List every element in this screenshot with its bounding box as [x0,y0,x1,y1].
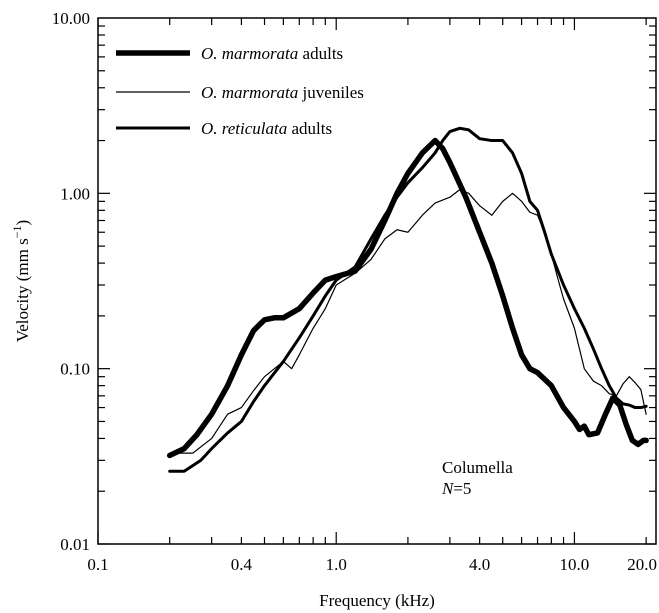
plot-frame [97,17,657,545]
tick-marks [97,18,656,545]
annotation-line-2: N=5 [441,479,471,498]
series-lines [166,126,649,473]
legend-label-series-2: O. reticulata adults [201,119,332,138]
tick-labels: 0.1 0.4 1.0 4.0 10.0 20.0 0.01 0.10 1.00 10.00 [52,9,657,574]
y-tick-label: 1.00 [60,184,90,203]
y-axis-title: Velocity (mm s−1) [10,220,32,342]
legend: O. marmorata adults O. marmorata juvenil… [116,44,364,138]
x-tick-label: 4.0 [469,555,490,574]
legend-label-series-1: O. marmorata juveniles [201,83,364,102]
x-tick-label: 20.0 [627,555,657,574]
annotation-line-1: Columella [442,458,513,477]
x-tick-label: 10.0 [560,555,590,574]
x-axis-title: Frequency (kHz) [319,591,435,610]
legend-label-series-0: O. marmorata adults [201,44,343,63]
x-tick-label: 1.0 [326,555,347,574]
y-tick-label: 0.10 [60,360,90,379]
y-tick-label: 10.00 [52,9,90,28]
y-tick-label: 0.01 [60,535,90,554]
series-line-2 [168,126,648,473]
x-tick-label: 0.4 [231,555,253,574]
x-tick-label: 0.1 [87,555,108,574]
series-line-0 [166,137,649,459]
